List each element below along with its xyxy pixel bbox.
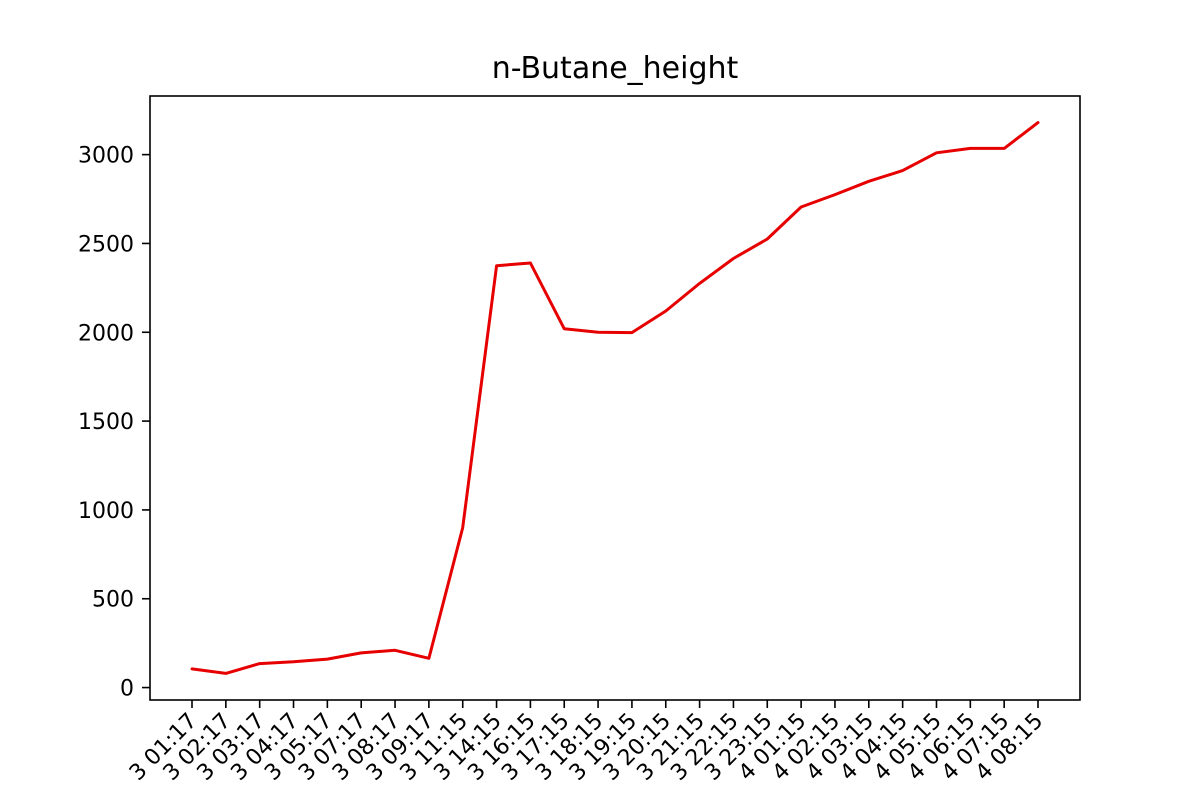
series-line [190, 121, 1040, 675]
y-tick-label: 2000 [78, 321, 134, 346]
x-axis: 3 01:173 02:173 03:173 04:173 05:173 07:… [125, 700, 1048, 786]
y-tick-label: 0 [120, 677, 134, 702]
y-tick-label: 1500 [78, 410, 134, 435]
y-tick-label: 1000 [78, 499, 134, 524]
y-tick-label: 500 [92, 588, 134, 613]
y-axis: 0 500 1000 1500 2000 2500 3000 [78, 144, 150, 702]
plot-frame [149, 95, 1081, 701]
y-tick-label: 2500 [78, 232, 134, 257]
chart-title: n-Butane_height [492, 51, 739, 86]
y-tick-label: 3000 [78, 144, 134, 169]
plot-series [190, 121, 1040, 675]
